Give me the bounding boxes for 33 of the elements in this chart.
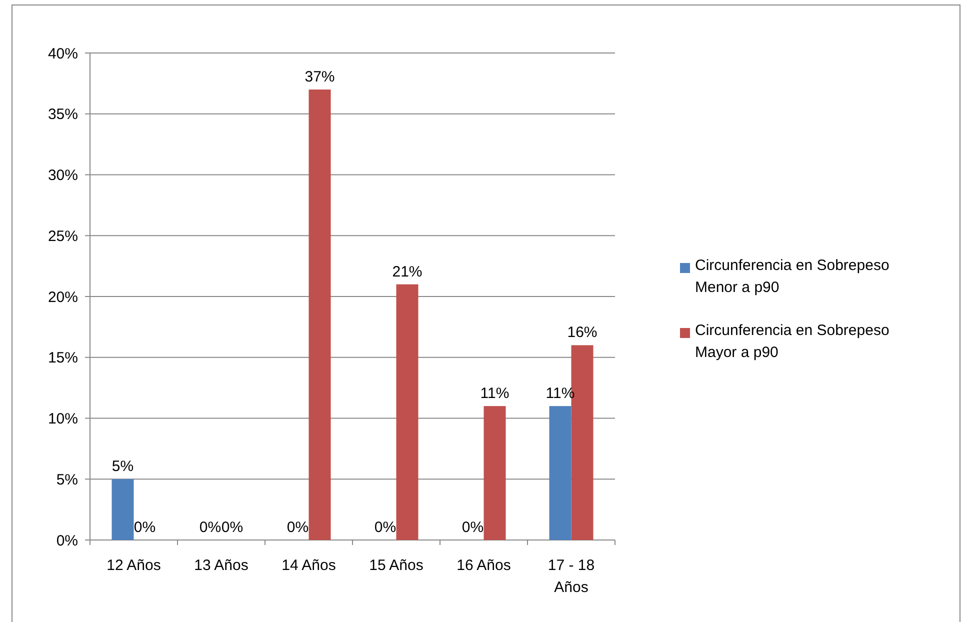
bar <box>396 284 418 540</box>
data-label: 16% <box>567 324 598 342</box>
y-tick-label: 10% <box>48 410 78 428</box>
data-label: 0% <box>374 519 396 536</box>
x-tick-label: 12 Años <box>106 557 161 574</box>
y-tick-label: 20% <box>48 288 78 306</box>
y-tick-label: 15% <box>48 350 78 367</box>
x-tick-label: 13 Años <box>194 557 248 574</box>
bar <box>112 479 134 540</box>
y-tick-label: 0% <box>56 532 78 550</box>
y-tick-label: 25% <box>48 228 78 245</box>
data-label: 0% <box>134 519 156 536</box>
data-label: 37% <box>304 68 335 86</box>
bar <box>549 406 572 540</box>
data-label: 0% <box>286 519 309 536</box>
y-tick-label: 35% <box>48 106 78 124</box>
data-label: 0% <box>221 519 244 536</box>
y-tick-label: 5% <box>56 471 78 488</box>
y-tick-label: 40% <box>48 45 78 62</box>
legend-label: Circunferencia en Sobrepeso Mayor a p90 <box>695 322 890 361</box>
data-label: 11% <box>480 385 510 402</box>
x-tick-label: 16 Años <box>456 557 511 574</box>
bar <box>308 90 331 540</box>
data-label: 21% <box>392 263 422 280</box>
data-label: 0% <box>199 519 222 536</box>
x-tick-label: 15 Años <box>369 557 424 574</box>
legend-label: Circunferencia en Sobrepeso Menor a p90 <box>695 257 890 296</box>
x-tick-label: 17 - 18 Años <box>548 557 595 596</box>
bar <box>484 406 506 540</box>
y-tick-label: 30% <box>48 167 78 184</box>
data-label: 0% <box>462 519 484 536</box>
data-label: 5% <box>112 458 134 476</box>
x-tick-label: 14 Años <box>282 557 336 574</box>
